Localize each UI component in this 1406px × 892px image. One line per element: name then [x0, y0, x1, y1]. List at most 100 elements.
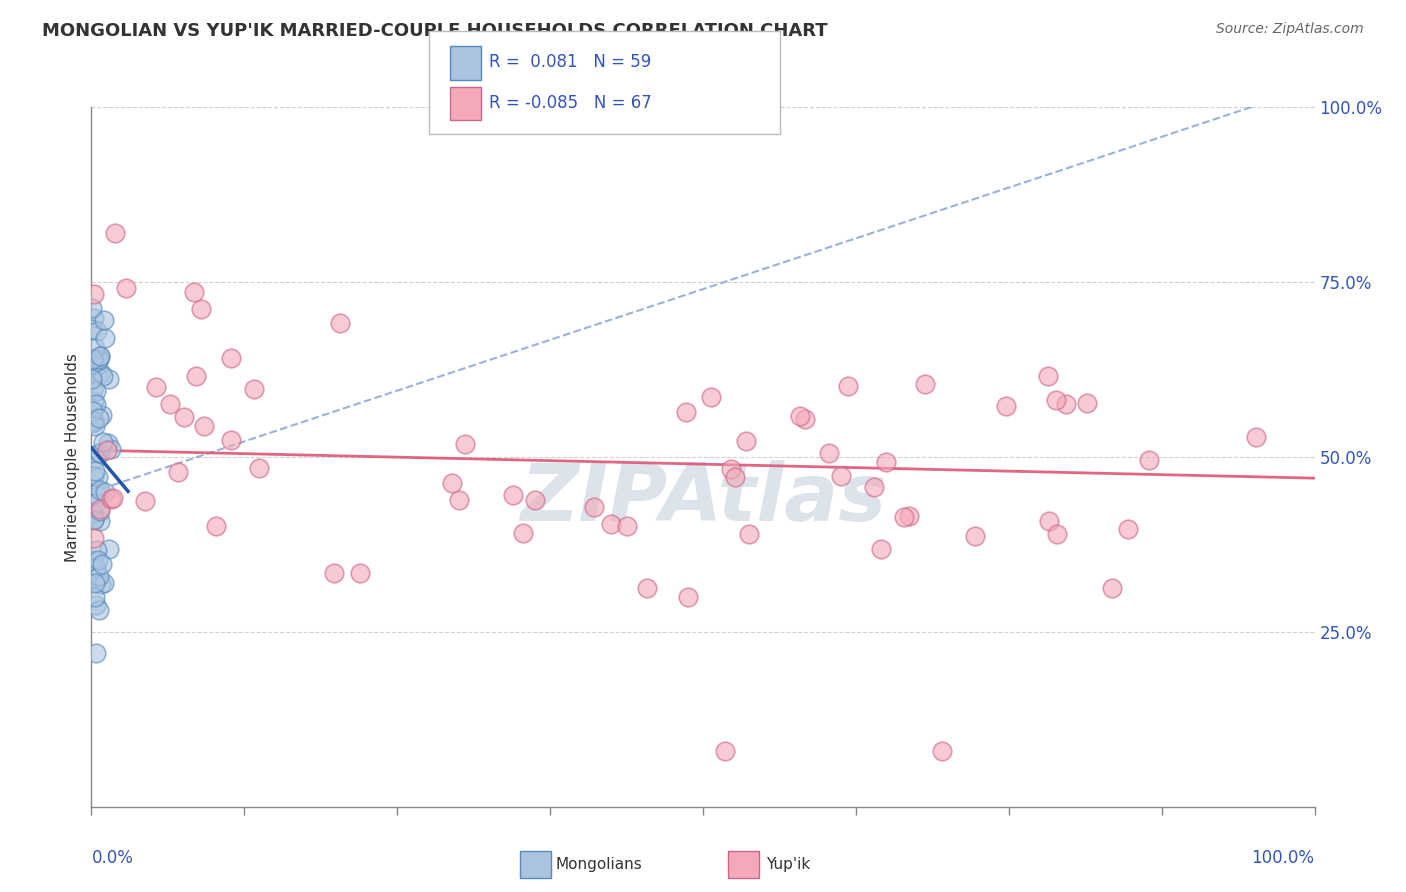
Point: [862, 480, 884, 494]
Point: [82, 351, 104, 366]
Point: [893, 509, 915, 524]
Point: [454, 437, 477, 451]
Point: [447, 492, 470, 507]
Point: [86, 598, 108, 612]
Point: [87, 411, 110, 425]
Point: [738, 527, 761, 541]
Point: [91, 409, 114, 423]
Point: [1137, 452, 1160, 467]
Point: [83, 531, 105, 545]
Text: Source: ZipAtlas.com: Source: ZipAtlas.com: [1216, 22, 1364, 37]
Point: [600, 516, 623, 531]
Point: [870, 541, 893, 556]
Point: [1076, 396, 1098, 410]
Point: [83, 310, 105, 325]
Point: [1046, 527, 1069, 541]
Point: [678, 590, 700, 604]
Point: [145, 380, 167, 394]
Point: [84, 384, 107, 399]
Point: [1045, 392, 1067, 407]
Point: [789, 409, 811, 424]
Point: [90, 366, 112, 380]
Text: 100.0%: 100.0%: [1251, 849, 1315, 867]
Point: [104, 226, 127, 240]
Point: [84, 450, 107, 465]
Point: [219, 351, 242, 365]
Point: [243, 382, 266, 396]
Point: [1036, 369, 1059, 384]
Point: [323, 566, 346, 580]
Point: [84, 590, 107, 604]
Point: [84, 646, 107, 660]
Point: [1038, 514, 1060, 528]
Point: [1101, 581, 1123, 595]
Point: [84, 464, 107, 478]
Point: [247, 461, 270, 475]
Point: [89, 349, 111, 363]
Point: [115, 281, 138, 295]
Point: [82, 372, 104, 386]
Point: [82, 383, 104, 397]
Point: [190, 302, 212, 317]
Point: [724, 470, 747, 484]
Point: [837, 378, 859, 392]
Point: [89, 502, 111, 516]
Point: [83, 414, 105, 428]
Point: [914, 376, 936, 391]
Text: 0.0%: 0.0%: [91, 849, 134, 867]
Point: [98, 541, 121, 556]
Point: [87, 354, 110, 368]
Point: [735, 434, 758, 449]
Point: [83, 512, 105, 526]
Point: [582, 500, 605, 514]
Point: [96, 443, 118, 458]
Point: [166, 465, 188, 479]
Point: [100, 491, 122, 506]
Y-axis label: Married-couple Households: Married-couple Households: [65, 352, 80, 562]
Point: [512, 526, 534, 541]
Point: [875, 455, 897, 469]
Point: [80, 322, 103, 336]
Point: [713, 744, 735, 758]
Point: [794, 412, 817, 426]
Point: [91, 557, 114, 571]
Point: [89, 514, 111, 528]
Point: [89, 350, 111, 364]
Point: [994, 399, 1017, 413]
Point: [84, 496, 107, 510]
Point: [89, 603, 111, 617]
Point: [89, 446, 111, 460]
Point: [700, 390, 723, 404]
Point: [93, 575, 115, 590]
Point: [183, 285, 205, 299]
Point: [83, 393, 105, 408]
Point: [830, 469, 852, 483]
Text: MONGOLIAN VS YUP'IK MARRIED-COUPLE HOUSEHOLDS CORRELATION CHART: MONGOLIAN VS YUP'IK MARRIED-COUPLE HOUSE…: [42, 22, 828, 40]
Point: [84, 560, 107, 574]
Point: [87, 489, 110, 503]
Text: R =  0.081   N = 59: R = 0.081 N = 59: [489, 53, 651, 70]
Point: [83, 552, 105, 566]
Point: [193, 418, 215, 433]
Point: [720, 461, 742, 475]
Text: Yup'ik: Yup'ik: [766, 857, 810, 871]
Point: [616, 518, 638, 533]
Point: [965, 529, 987, 543]
Point: [1054, 397, 1077, 411]
Point: [80, 301, 103, 315]
Point: [184, 369, 207, 384]
Point: [87, 553, 110, 567]
Point: [94, 485, 117, 500]
Point: [82, 357, 104, 371]
Point: [100, 442, 122, 456]
Text: ZIPAtlas: ZIPAtlas: [520, 460, 886, 538]
Point: [87, 569, 110, 583]
Point: [897, 509, 920, 524]
Point: [502, 488, 524, 502]
Point: [86, 324, 108, 338]
Point: [94, 331, 117, 345]
Point: [83, 513, 105, 527]
Point: [87, 470, 110, 484]
Point: [84, 397, 107, 411]
Point: [93, 312, 115, 326]
